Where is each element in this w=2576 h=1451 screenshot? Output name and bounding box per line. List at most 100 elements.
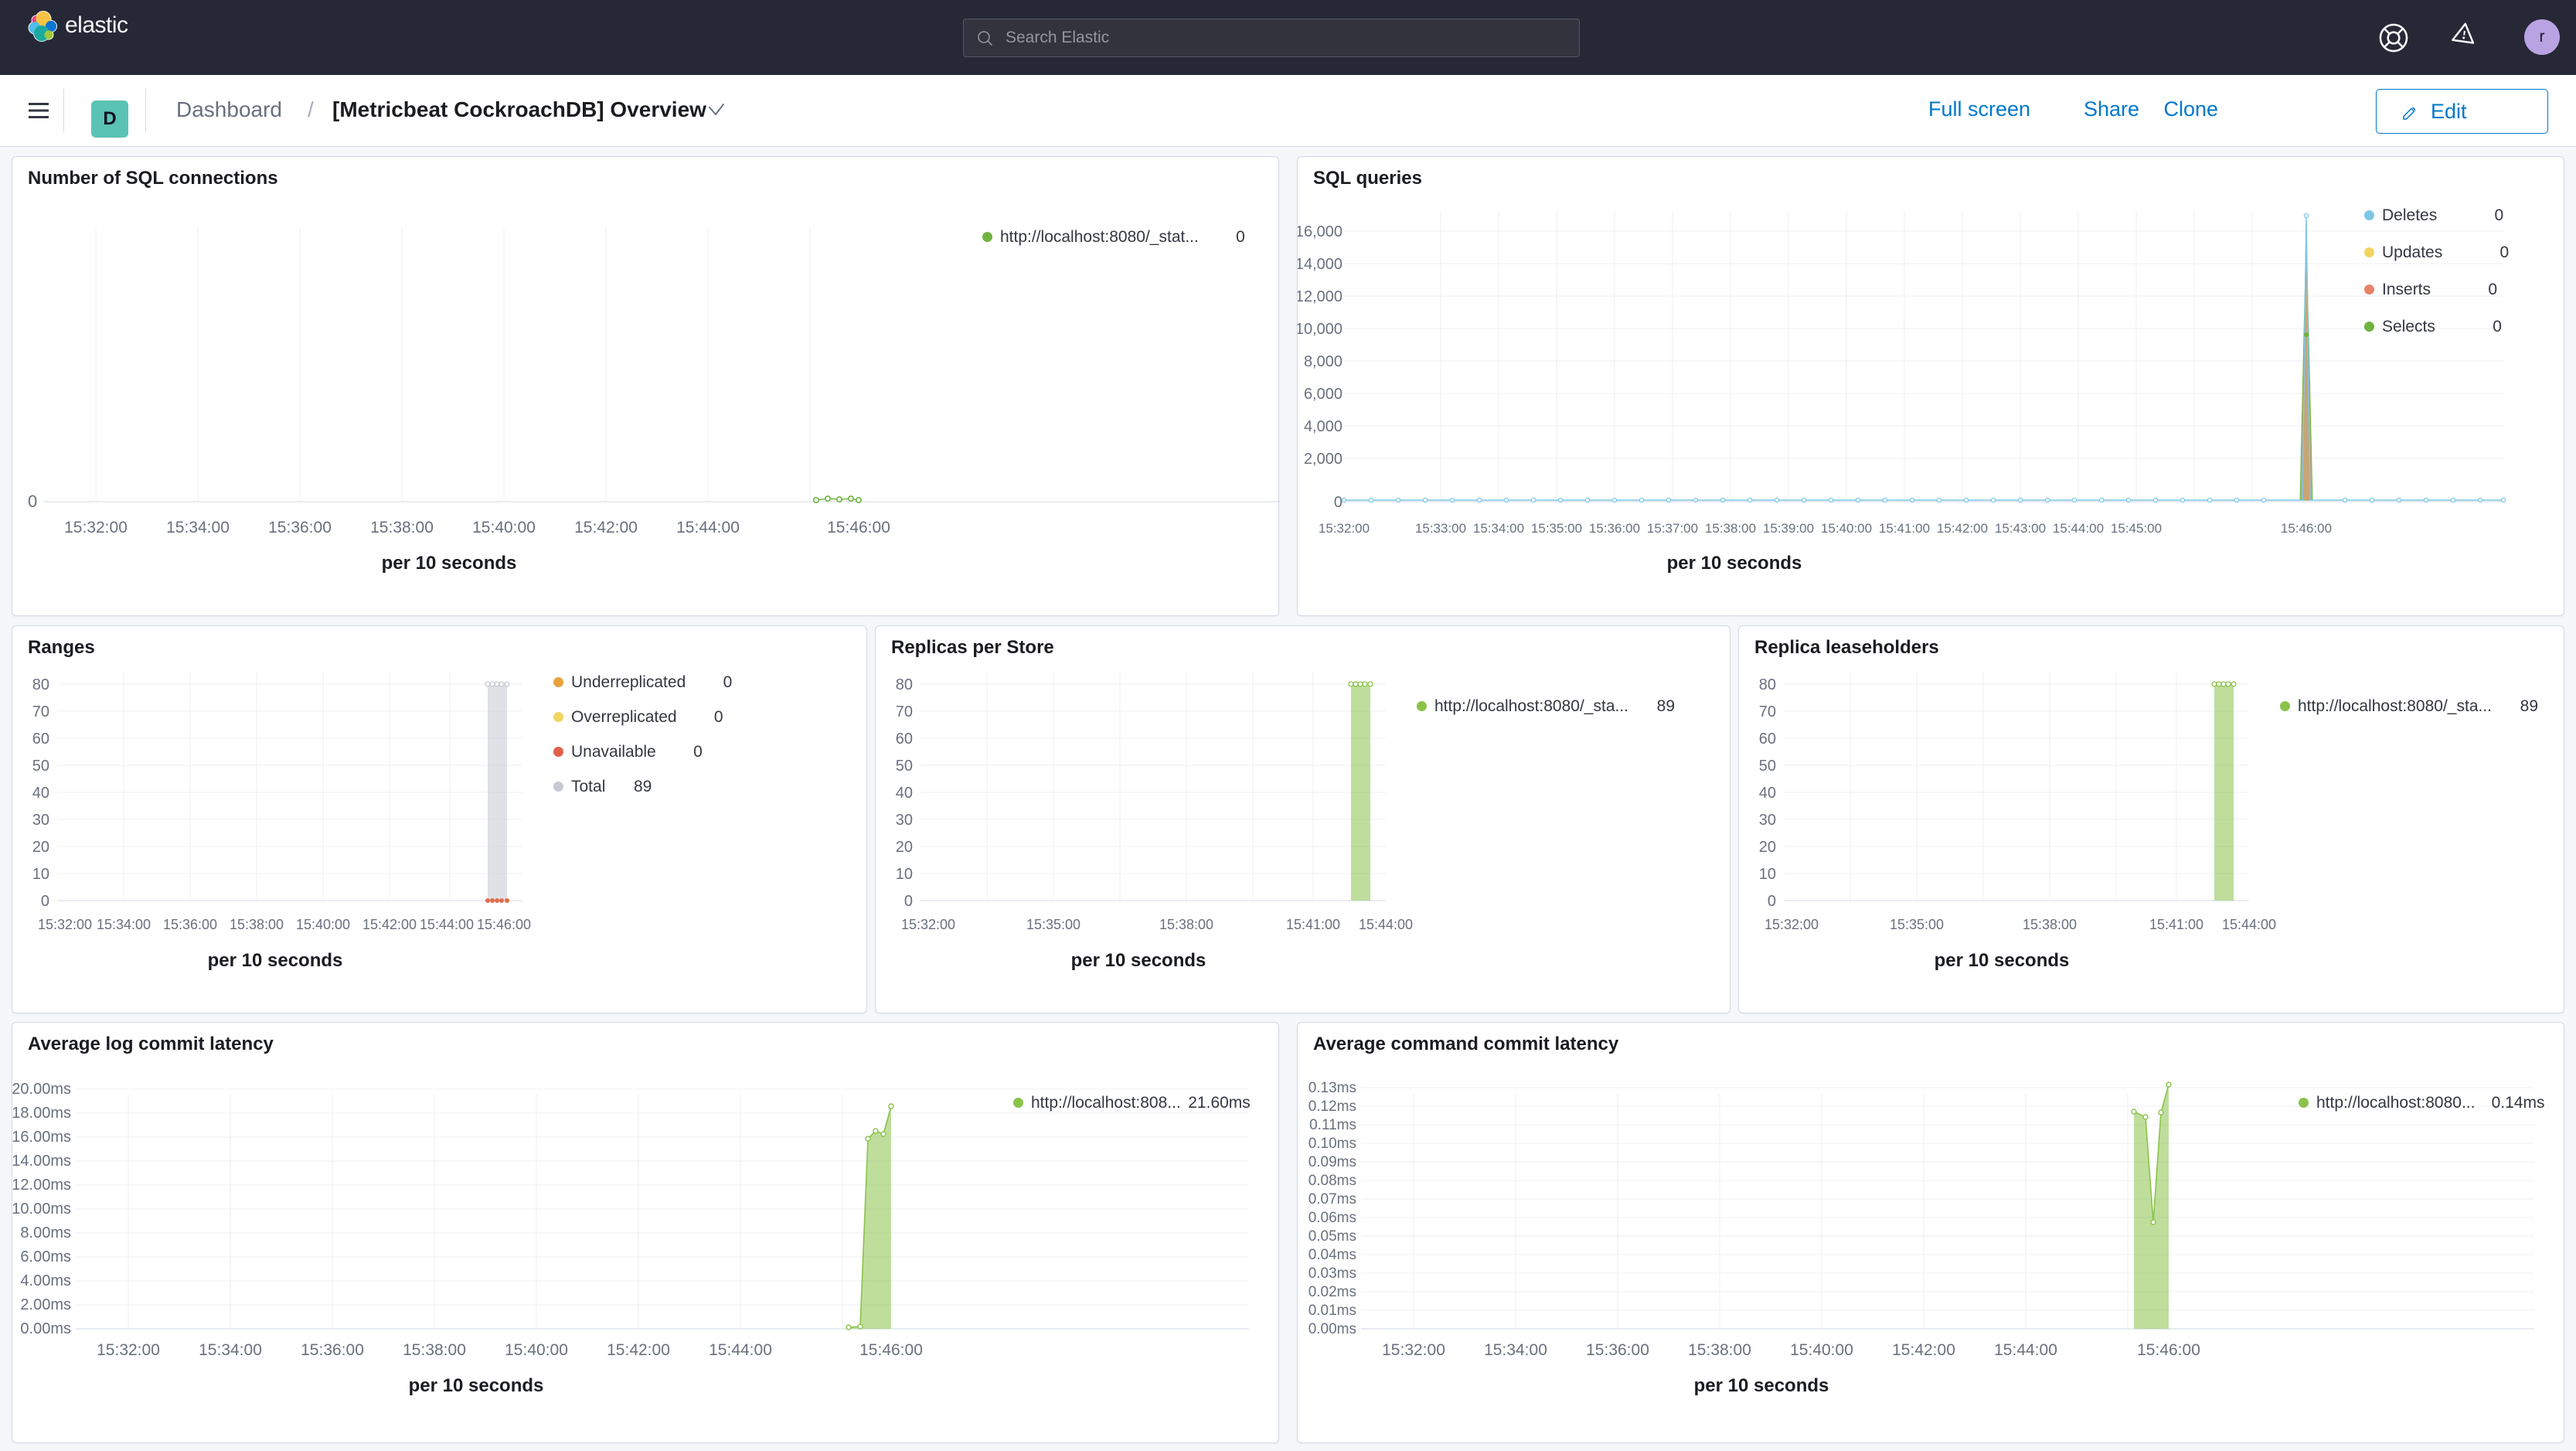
svg-text:60: 60 <box>1759 731 1776 748</box>
svg-text:50: 50 <box>896 758 913 775</box>
svg-text:15:41:00: 15:41:00 <box>1286 917 1340 932</box>
svg-text:30: 30 <box>32 812 49 829</box>
svg-text:8,000: 8,000 <box>1304 353 1342 370</box>
svg-text:0.00ms: 0.00ms <box>20 1320 71 1337</box>
svg-text:per 10 seconds: per 10 seconds <box>1071 950 1206 971</box>
svg-text:15:40:00: 15:40:00 <box>472 519 536 536</box>
svg-text:14.00ms: 14.00ms <box>12 1153 71 1170</box>
svg-text:0: 0 <box>904 893 913 910</box>
svg-text:0.06ms: 0.06ms <box>1308 1210 1356 1226</box>
svg-text:50: 50 <box>1759 758 1776 775</box>
svg-text:15:42:00: 15:42:00 <box>1892 1341 1955 1359</box>
svg-text:10: 10 <box>896 866 913 883</box>
svg-text:15:33:00: 15:33:00 <box>1415 521 1466 536</box>
svg-text:15:36:00: 15:36:00 <box>1586 1341 1649 1359</box>
svg-text:12.00ms: 12.00ms <box>12 1177 71 1194</box>
svg-text:15:32:00: 15:32:00 <box>901 917 955 932</box>
svg-text:12,000: 12,000 <box>1298 288 1342 305</box>
svg-text:15:38:00: 15:38:00 <box>403 1341 466 1359</box>
svg-text:15:38:00: 15:38:00 <box>1688 1341 1751 1359</box>
svg-text:0.07ms: 0.07ms <box>1308 1191 1356 1207</box>
svg-text:60: 60 <box>896 731 913 748</box>
svg-text:2.00ms: 2.00ms <box>20 1296 71 1313</box>
svg-text:15:40:00: 15:40:00 <box>1790 1341 1853 1359</box>
svg-text:40: 40 <box>896 785 913 802</box>
svg-text:15:35:00: 15:35:00 <box>1890 917 1944 932</box>
svg-text:15:34:00: 15:34:00 <box>1473 521 1524 536</box>
svg-text:15:44:00: 15:44:00 <box>2053 521 2104 536</box>
svg-text:50: 50 <box>32 758 49 775</box>
svg-text:15:35:00: 15:35:00 <box>1026 917 1080 932</box>
svg-text:80: 80 <box>896 676 913 693</box>
svg-text:70: 70 <box>896 703 913 720</box>
svg-text:20: 20 <box>896 839 913 856</box>
svg-text:14,000: 14,000 <box>1298 256 1342 273</box>
svg-text:0.05ms: 0.05ms <box>1308 1228 1356 1245</box>
svg-text:15:36:00: 15:36:00 <box>268 519 332 536</box>
svg-text:0.09ms: 0.09ms <box>1308 1154 1356 1170</box>
svg-text:6.00ms: 6.00ms <box>20 1248 71 1265</box>
svg-text:0.11ms: 0.11ms <box>1309 1117 1356 1133</box>
svg-text:15:35:00: 15:35:00 <box>1531 521 1582 536</box>
svg-text:15:32:00: 15:32:00 <box>38 917 92 932</box>
svg-text:15:42:00: 15:42:00 <box>607 1341 670 1359</box>
svg-text:10.00ms: 10.00ms <box>12 1201 71 1218</box>
svg-text:15:44:00: 15:44:00 <box>420 917 474 932</box>
svg-text:0: 0 <box>28 492 37 511</box>
svg-text:15:32:00: 15:32:00 <box>64 519 128 536</box>
svg-text:30: 30 <box>896 812 913 829</box>
svg-text:40: 40 <box>32 785 49 802</box>
svg-text:15:46:00: 15:46:00 <box>859 1341 923 1359</box>
svg-text:15:44:00: 15:44:00 <box>676 519 740 536</box>
svg-text:per 10 seconds: per 10 seconds <box>409 1375 544 1396</box>
svg-text:40: 40 <box>1759 785 1776 802</box>
svg-text:15:37:00: 15:37:00 <box>1647 521 1698 536</box>
svg-text:15:42:00: 15:42:00 <box>362 917 417 932</box>
svg-text:18.00ms: 18.00ms <box>12 1105 71 1122</box>
svg-text:15:34:00: 15:34:00 <box>1484 1341 1547 1359</box>
svg-text:per 10 seconds: per 10 seconds <box>1667 553 1802 574</box>
svg-text:15:44:00: 15:44:00 <box>1994 1341 2057 1359</box>
svg-text:10,000: 10,000 <box>1298 321 1342 338</box>
svg-text:30: 30 <box>1759 812 1776 829</box>
svg-text:15:34:00: 15:34:00 <box>199 1341 262 1359</box>
svg-text:0.00ms: 0.00ms <box>1308 1321 1356 1337</box>
svg-text:10: 10 <box>32 866 49 883</box>
svg-text:80: 80 <box>1759 676 1776 693</box>
svg-text:0.13ms: 0.13ms <box>1308 1080 1356 1096</box>
svg-text:4.00ms: 4.00ms <box>20 1272 71 1289</box>
svg-text:0.04ms: 0.04ms <box>1308 1247 1356 1263</box>
svg-text:15:38:00: 15:38:00 <box>370 519 434 536</box>
svg-text:per 10 seconds: per 10 seconds <box>1935 950 2070 971</box>
svg-text:15:36:00: 15:36:00 <box>301 1341 364 1359</box>
svg-text:15:32:00: 15:32:00 <box>1319 521 1370 536</box>
svg-text:0.03ms: 0.03ms <box>1308 1265 1356 1282</box>
svg-text:15:36:00: 15:36:00 <box>1589 521 1640 536</box>
svg-text:20.00ms: 20.00ms <box>12 1081 71 1098</box>
svg-text:15:38:00: 15:38:00 <box>1705 521 1756 536</box>
svg-text:per 10 seconds: per 10 seconds <box>382 553 517 574</box>
svg-text:0: 0 <box>1768 893 1776 910</box>
svg-text:15:42:00: 15:42:00 <box>574 519 638 536</box>
svg-text:15:38:00: 15:38:00 <box>1159 917 1213 932</box>
svg-text:15:44:00: 15:44:00 <box>2222 917 2276 932</box>
svg-text:per 10 seconds: per 10 seconds <box>208 950 343 971</box>
svg-text:0.08ms: 0.08ms <box>1308 1173 1356 1189</box>
svg-text:0.12ms: 0.12ms <box>1308 1098 1356 1115</box>
svg-text:0.02ms: 0.02ms <box>1308 1284 1356 1300</box>
svg-text:6,000: 6,000 <box>1304 386 1342 403</box>
svg-text:20: 20 <box>32 839 49 856</box>
svg-text:15:44:00: 15:44:00 <box>709 1341 772 1359</box>
svg-text:15:32:00: 15:32:00 <box>97 1341 160 1359</box>
svg-text:20: 20 <box>1759 839 1776 856</box>
svg-text:15:40:00: 15:40:00 <box>296 917 350 932</box>
svg-text:15:44:00: 15:44:00 <box>1359 917 1413 932</box>
svg-text:15:45:00: 15:45:00 <box>2111 521 2162 536</box>
svg-text:15:43:00: 15:43:00 <box>1995 521 2046 536</box>
svg-text:70: 70 <box>32 703 49 720</box>
svg-text:70: 70 <box>1759 703 1776 720</box>
svg-text:15:34:00: 15:34:00 <box>166 519 230 536</box>
svg-text:10: 10 <box>1759 866 1776 883</box>
svg-text:15:46:00: 15:46:00 <box>827 519 890 536</box>
svg-text:0.01ms: 0.01ms <box>1308 1303 1356 1319</box>
